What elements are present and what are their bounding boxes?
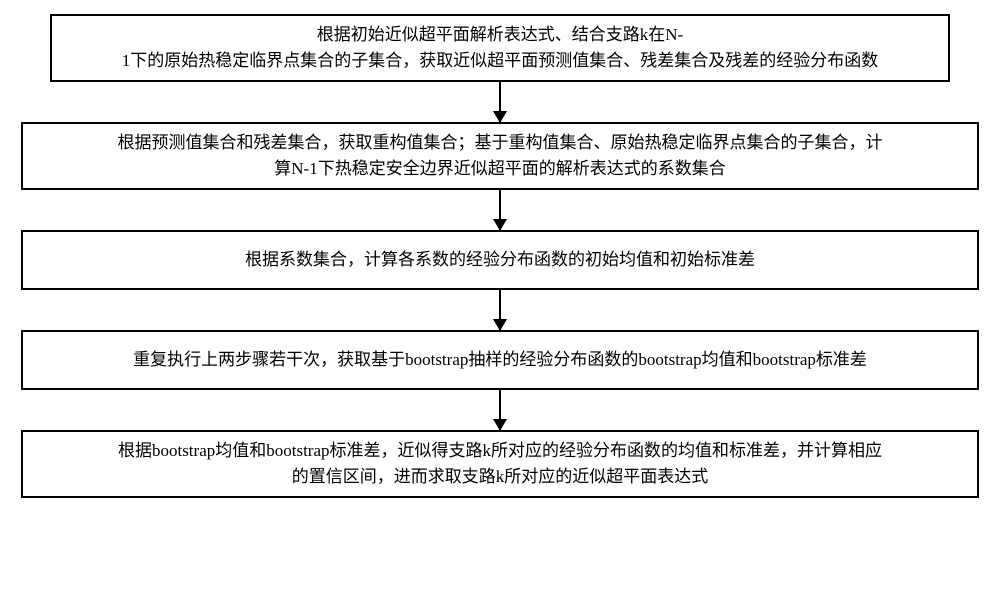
arrow-2 <box>499 190 501 230</box>
step-box-5: 根据bootstrap均值和bootstrap标准差，近似得支路k所对应的经验分… <box>21 430 979 498</box>
flowchart-container: 根据初始近似超平面解析表达式、结合支路k在N- 1下的原始热稳定临界点集合的子集… <box>0 0 1000 596</box>
step-text-1: 根据初始近似超平面解析表达式、结合支路k在N- 1下的原始热稳定临界点集合的子集… <box>122 22 879 75</box>
step2-line2: 算N-1下热稳定安全边界近似超平面的解析表达式的系数集合 <box>118 156 883 182</box>
step4-line1: 重复执行上两步骤若干次，获取基于bootstrap抽样的经验分布函数的boots… <box>133 347 867 373</box>
step-text-5: 根据bootstrap均值和bootstrap标准差，近似得支路k所对应的经验分… <box>118 438 882 491</box>
step5-line1: 根据bootstrap均值和bootstrap标准差，近似得支路k所对应的经验分… <box>118 438 882 464</box>
step-text-4: 重复执行上两步骤若干次，获取基于bootstrap抽样的经验分布函数的boots… <box>133 347 867 373</box>
step3-line1: 根据系数集合，计算各系数的经验分布函数的初始均值和初始标准差 <box>245 247 755 273</box>
step-box-3: 根据系数集合，计算各系数的经验分布函数的初始均值和初始标准差 <box>21 230 979 290</box>
arrow-3 <box>499 290 501 330</box>
step1-line1: 根据初始近似超平面解析表达式、结合支路k在N- <box>122 22 879 48</box>
arrow-4 <box>499 390 501 430</box>
step-text-2: 根据预测值集合和残差集合，获取重构值集合；基于重构值集合、原始热稳定临界点集合的… <box>118 130 883 183</box>
step-box-1: 根据初始近似超平面解析表达式、结合支路k在N- 1下的原始热稳定临界点集合的子集… <box>50 14 950 82</box>
step-box-4: 重复执行上两步骤若干次，获取基于bootstrap抽样的经验分布函数的boots… <box>21 330 979 390</box>
step-box-2: 根据预测值集合和残差集合，获取重构值集合；基于重构值集合、原始热稳定临界点集合的… <box>21 122 979 190</box>
step1-line2: 1下的原始热稳定临界点集合的子集合，获取近似超平面预测值集合、残差集合及残差的经… <box>122 48 879 74</box>
arrow-1 <box>499 82 501 122</box>
step5-line2: 的置信区间，进而求取支路k所对应的近似超平面表达式 <box>118 464 882 490</box>
step2-line1: 根据预测值集合和残差集合，获取重构值集合；基于重构值集合、原始热稳定临界点集合的… <box>118 130 883 156</box>
step-text-3: 根据系数集合，计算各系数的经验分布函数的初始均值和初始标准差 <box>245 247 755 273</box>
